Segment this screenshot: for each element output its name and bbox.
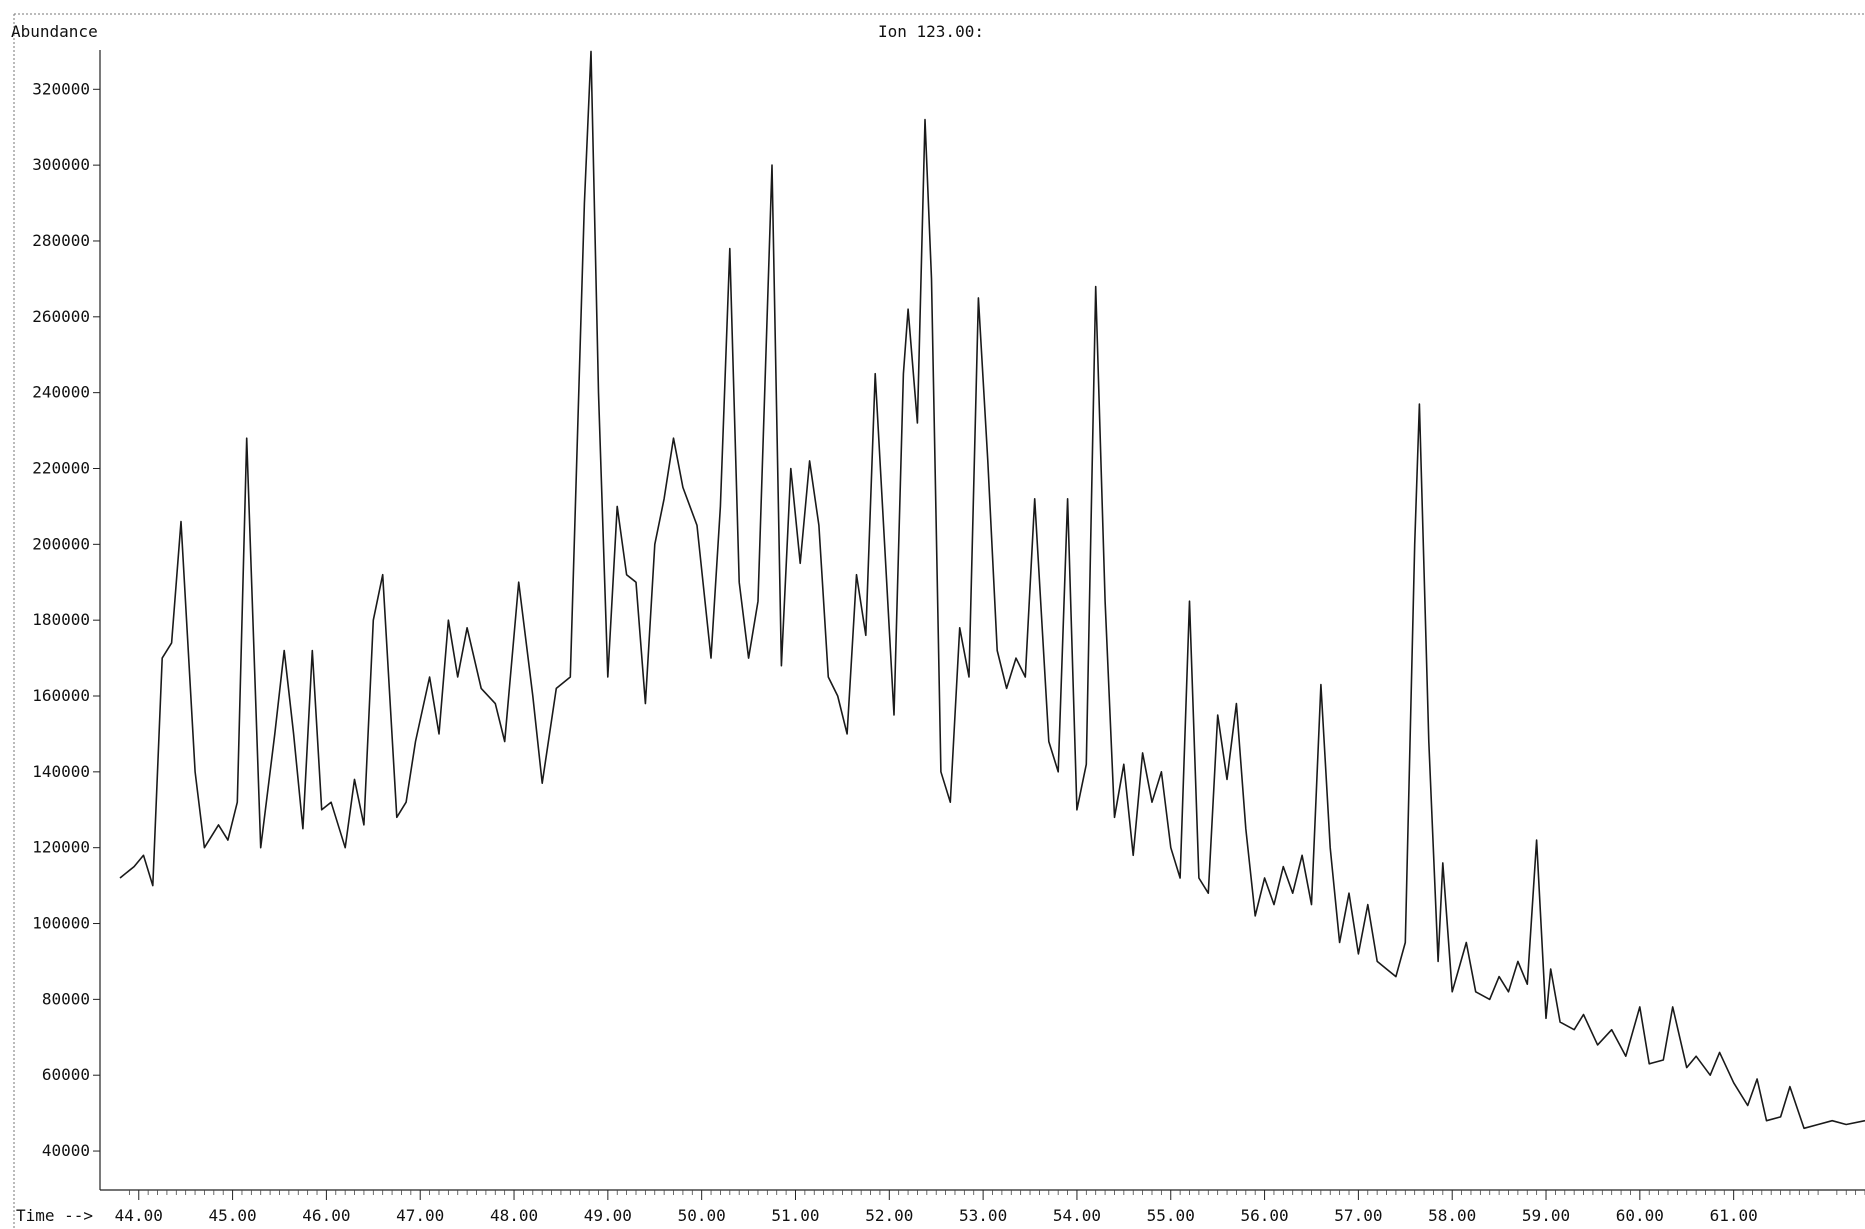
x-tick-label: 48.00	[490, 1206, 538, 1225]
y-tick-label: 240000	[32, 383, 90, 402]
x-axis-ticks: 44.00 45.00 46.00 47.00 48.00 49.00 50.00 51.00…	[115, 1190, 1758, 1225]
x-tick-label: 47.00	[396, 1206, 444, 1225]
y-tick-label: 280000	[32, 231, 90, 250]
y-tick-label: 220000	[32, 458, 90, 477]
x-axis-minor-ticks	[128, 1190, 1865, 1195]
y-tick-label: 40000	[42, 1141, 90, 1160]
x-tick-label: 44.00	[115, 1206, 163, 1225]
x-tick-label: 54.00	[1053, 1206, 1101, 1225]
x-tick-label: 50.00	[678, 1206, 726, 1225]
y-axis-ticks: 40000 60000 80000 100000 120000 140000 160000 1…	[32, 79, 100, 1160]
x-tick-label: 52.00	[865, 1206, 913, 1225]
y-tick-label: 200000	[32, 534, 90, 553]
y-tick-label: 300000	[32, 155, 90, 174]
y-tick-label: 160000	[32, 686, 90, 705]
x-tick-label: 58.00	[1428, 1206, 1476, 1225]
x-tick-label: 45.00	[208, 1206, 256, 1225]
y-tick-label: 260000	[32, 307, 90, 326]
x-tick-label: 53.00	[959, 1206, 1007, 1225]
x-tick-label: 57.00	[1334, 1206, 1382, 1225]
x-tick-label: 55.00	[1147, 1206, 1195, 1225]
y-tick-label: 140000	[32, 762, 90, 781]
series-line	[119, 50, 1865, 1130]
y-tick-label: 180000	[32, 610, 90, 629]
y-tick-label: 80000	[42, 989, 90, 1008]
x-tick-label: 51.00	[771, 1206, 819, 1225]
y-tick-label: 60000	[42, 1065, 90, 1084]
x-tick-label: 56.00	[1240, 1206, 1288, 1225]
y-tick-label: 120000	[32, 838, 90, 857]
x-axis-label: Time -->	[16, 1206, 93, 1225]
x-tick-label: 60.00	[1616, 1206, 1664, 1225]
x-tick-label: 46.00	[302, 1206, 350, 1225]
x-tick-label: 61.00	[1710, 1206, 1758, 1225]
x-tick-label: 59.00	[1522, 1206, 1570, 1225]
chart-title: Ion 123.00:	[878, 22, 984, 41]
x-tick-label: 49.00	[584, 1206, 632, 1225]
y-axis-label: Abundance	[11, 22, 98, 41]
y-tick-label: 320000	[32, 79, 90, 98]
y-tick-label: 100000	[32, 914, 90, 933]
